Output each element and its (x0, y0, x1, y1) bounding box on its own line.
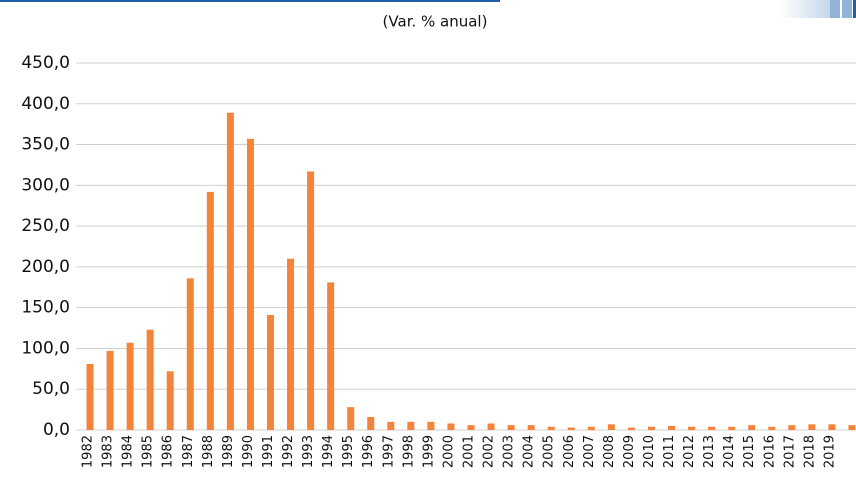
bar (668, 425, 676, 430)
x-tick-label: 2019 (822, 435, 837, 468)
x-tick-label: 2015 (742, 435, 757, 468)
x-tick-label: 1998 (401, 435, 416, 468)
bar (186, 278, 194, 430)
bar (347, 407, 355, 430)
bar (166, 371, 174, 430)
bar (527, 425, 535, 430)
y-tick-label: 200,0 (21, 257, 70, 277)
x-tick-label: 1987 (181, 435, 196, 468)
bar (327, 282, 335, 430)
bar (848, 425, 856, 430)
x-tick-label: 1985 (141, 435, 156, 468)
y-tick-label: 50,0 (32, 379, 70, 399)
x-tick-label: 2018 (802, 435, 817, 468)
bar (487, 423, 495, 430)
y-tick-label: 100,0 (21, 338, 70, 358)
bar (627, 427, 635, 430)
bar (307, 171, 315, 431)
x-tick-label: 2006 (562, 435, 577, 468)
x-tick-label: 1990 (241, 435, 256, 468)
bar (708, 426, 716, 430)
x-tick-label: 2012 (682, 435, 697, 468)
y-tick-label: 450,0 (21, 53, 70, 73)
x-tick-label: 2013 (702, 435, 717, 468)
y-tick-label: 400,0 (21, 94, 70, 114)
y-tick-label: 350,0 (21, 135, 70, 155)
bar (407, 421, 415, 430)
x-tick-label: 2005 (542, 435, 557, 468)
x-tick-label: 2016 (762, 435, 777, 468)
bar (688, 426, 696, 430)
bar (748, 425, 756, 430)
x-tick-label: 1997 (381, 435, 396, 468)
bar (126, 342, 134, 430)
y-tick-label: 150,0 (21, 298, 70, 318)
bar (788, 425, 796, 430)
x-tick-label: 1991 (261, 435, 276, 468)
bar (86, 363, 94, 430)
y-tick-label: 0,0 (43, 420, 70, 440)
bar (206, 191, 214, 430)
bar (367, 416, 375, 430)
bar (768, 426, 776, 430)
x-tick-label: 2001 (462, 435, 477, 468)
x-tick-label: 2008 (602, 435, 617, 468)
x-tick-label: 1999 (421, 435, 436, 468)
bar (246, 138, 254, 430)
bar (728, 426, 736, 430)
chart-subtitle: (Var. % anual) (383, 13, 488, 31)
x-tick-label: 2010 (642, 435, 657, 468)
x-tick-label: 1993 (301, 435, 316, 468)
bar (547, 426, 555, 430)
y-tick-label: 300,0 (21, 175, 70, 195)
bar (146, 329, 154, 430)
bar (387, 421, 395, 430)
x-tick-label: 2009 (622, 435, 637, 468)
x-tick-label: 1984 (121, 435, 136, 468)
x-tick-label: 2002 (482, 435, 497, 468)
header-rule (0, 0, 500, 2)
bar (507, 425, 515, 430)
header-decoration (853, 0, 856, 18)
bar (647, 426, 655, 430)
x-tick-label: 2007 (582, 435, 597, 468)
bar (467, 425, 475, 430)
x-tick-label: 2014 (722, 435, 737, 468)
bar (266, 315, 274, 430)
bar (427, 421, 435, 430)
x-tick-label: 1986 (161, 435, 176, 468)
x-tick-label: 2011 (662, 435, 677, 468)
bar (447, 423, 455, 430)
bar (287, 258, 295, 430)
bar (106, 350, 114, 430)
header-decoration (830, 0, 840, 18)
x-tick-label: 2004 (522, 435, 537, 468)
x-tick-label: 2017 (782, 435, 797, 468)
bar (587, 426, 595, 430)
x-tick-label: 1992 (281, 435, 296, 468)
x-tick-label: 2000 (441, 435, 456, 468)
header-decoration (842, 0, 852, 18)
x-tick-label: 1983 (101, 435, 116, 468)
bar (567, 427, 575, 430)
header-decoration (780, 0, 840, 18)
bar (607, 424, 615, 430)
bar (226, 112, 234, 430)
x-tick-label: 2003 (502, 435, 517, 468)
y-tick-label: 250,0 (21, 216, 70, 236)
x-tick-label: 1982 (81, 435, 96, 468)
x-tick-label: 1994 (321, 435, 336, 468)
x-tick-label: 1988 (201, 435, 216, 468)
x-tick-label: 1995 (341, 435, 356, 468)
bar (828, 424, 836, 430)
x-tick-label: 1996 (361, 435, 376, 468)
x-tick-label: 1989 (221, 435, 236, 468)
bar (808, 424, 816, 430)
